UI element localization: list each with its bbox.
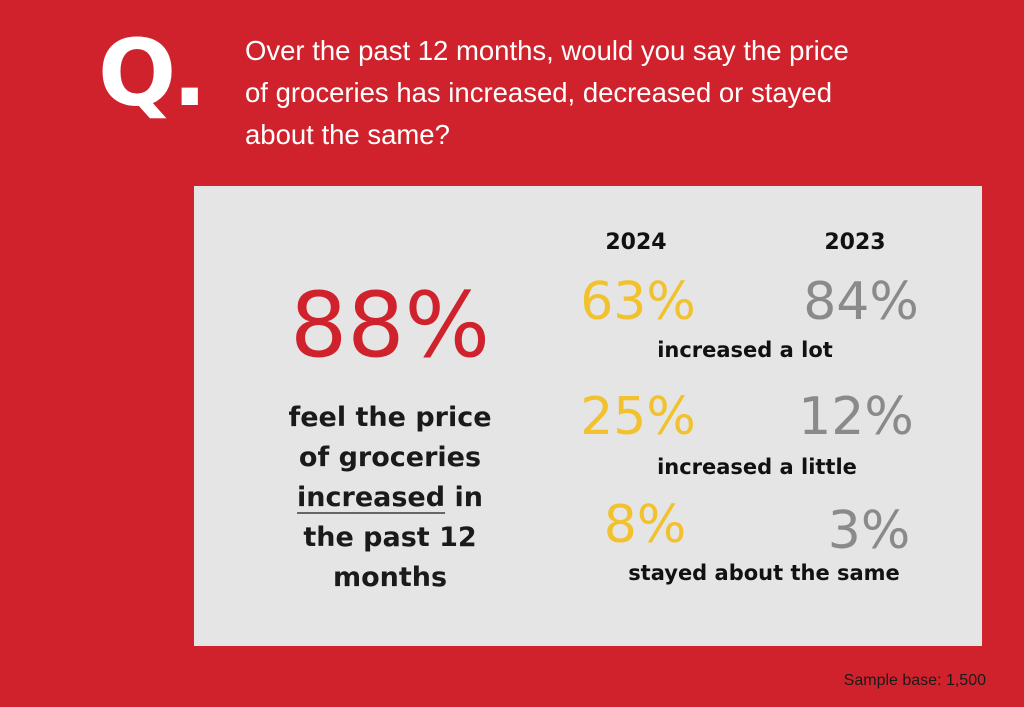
- value-2023-stayed-same: 3%: [827, 501, 911, 561]
- value-2024-stayed-same: 8%: [603, 495, 687, 555]
- underlined-word: increased: [297, 482, 446, 513]
- statement-line: increased in: [194, 478, 586, 518]
- question-line: about the same?: [245, 119, 450, 150]
- year-header-2024: 2024: [605, 230, 667, 255]
- label-increased-a-lot: increased a lot: [657, 338, 833, 362]
- label-increased-a-little: increased a little: [657, 455, 857, 479]
- statement-line: months: [332, 562, 448, 593]
- value-2024-increased-a-lot: 63%: [580, 272, 696, 332]
- label-stayed-about-the-same: stayed about the same: [628, 561, 900, 585]
- question-line: of groceries has increased, decreased or…: [245, 77, 832, 108]
- question-text: Over the past 12 months, would you say t…: [245, 30, 945, 156]
- value-2024-increased-a-little: 25%: [580, 387, 696, 447]
- statement-line: the past 12: [303, 522, 477, 553]
- results-panel: 88% feel the price of groceries increase…: [194, 186, 982, 646]
- value-2023-increased-a-lot: 84%: [803, 272, 919, 332]
- statement-line: of groceries: [298, 442, 482, 473]
- headline-percentage: 88%: [289, 273, 491, 378]
- headline-statement: feel the price of groceries increased in…: [194, 398, 586, 598]
- year-header-2023: 2023: [824, 230, 886, 255]
- statement-rest: in: [445, 482, 483, 513]
- value-2023-increased-a-little: 12%: [798, 387, 914, 447]
- statement-line: feel the price: [288, 402, 492, 433]
- sample-base: Sample base: 1,500: [843, 672, 986, 689]
- q-logo: Q.: [98, 20, 207, 127]
- question-line: Over the past 12 months, would you say t…: [245, 35, 849, 66]
